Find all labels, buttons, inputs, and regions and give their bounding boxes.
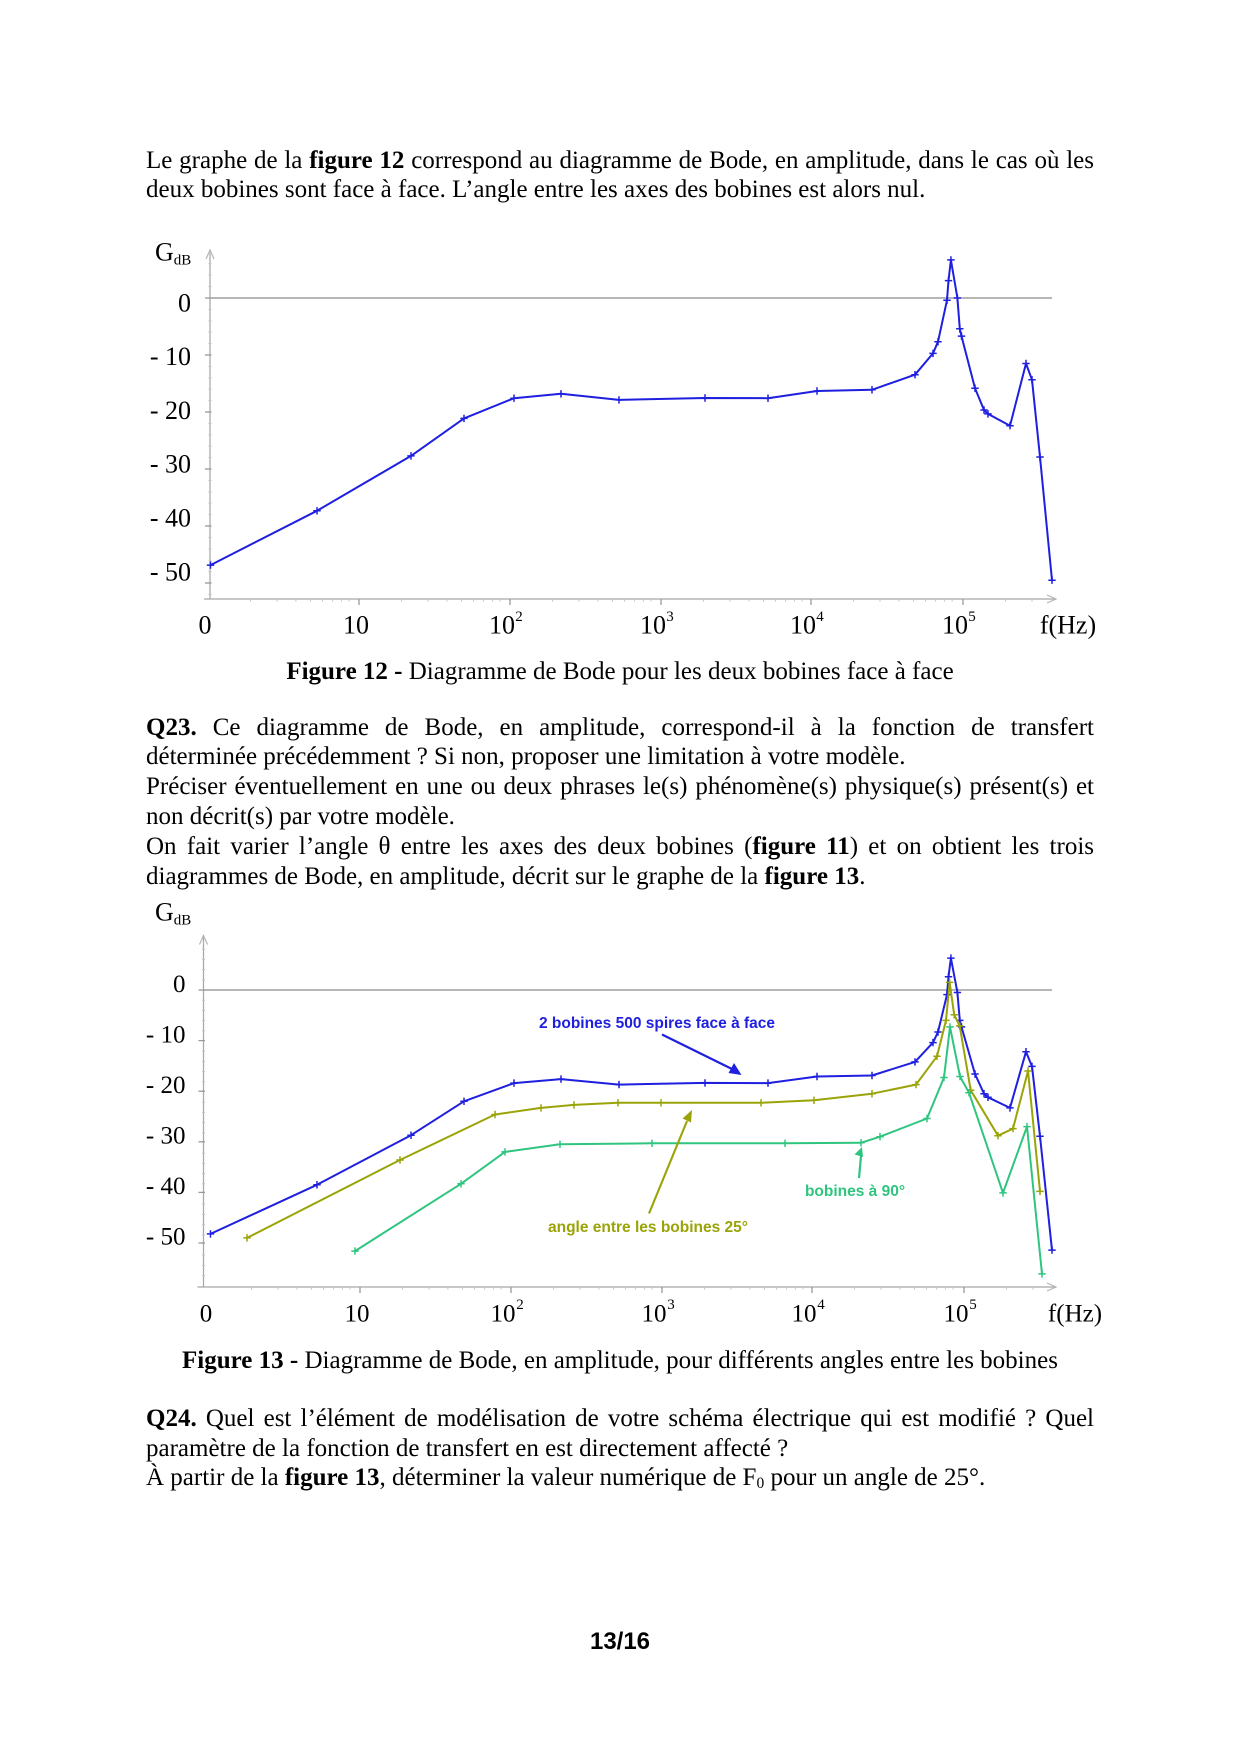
svg-text:- 30: - 30 xyxy=(150,450,191,479)
svg-text:0: 0 xyxy=(178,288,191,317)
svg-text:10: 10 xyxy=(345,1301,370,1328)
svg-text:2: 2 xyxy=(516,1297,524,1313)
svg-text:4: 4 xyxy=(816,609,824,625)
svg-text:- 40: - 40 xyxy=(150,504,191,533)
svg-text:- 20: - 20 xyxy=(150,396,191,425)
svg-text:0: 0 xyxy=(200,1301,213,1328)
svg-text:bobines à 90°: bobines à 90° xyxy=(805,1183,905,1200)
svg-text:10: 10 xyxy=(642,1301,667,1328)
svg-text:- 10: - 10 xyxy=(150,342,191,371)
svg-text:0: 0 xyxy=(173,971,186,998)
svg-text:- 50: - 50 xyxy=(146,1224,186,1251)
svg-text:10: 10 xyxy=(790,611,816,640)
svg-text:0: 0 xyxy=(199,611,212,640)
svg-text:- 10: - 10 xyxy=(146,1022,186,1049)
svg-text:5: 5 xyxy=(968,609,976,625)
svg-text:- 30: - 30 xyxy=(146,1123,186,1150)
svg-text:2: 2 xyxy=(515,609,523,625)
svg-text:5: 5 xyxy=(969,1297,977,1313)
svg-text:3: 3 xyxy=(667,1297,675,1313)
svg-text:10: 10 xyxy=(942,611,968,640)
svg-text:10: 10 xyxy=(944,1301,969,1328)
svg-text:f(Hz): f(Hz) xyxy=(1048,1301,1102,1328)
svg-text:- 50: - 50 xyxy=(150,557,191,586)
svg-text:4: 4 xyxy=(817,1297,825,1313)
svg-text:- 40: - 40 xyxy=(146,1173,186,1200)
svg-text:3: 3 xyxy=(666,609,674,625)
svg-text:10: 10 xyxy=(792,1301,817,1328)
svg-text:angle entre les bobines 25°: angle entre les bobines 25° xyxy=(548,1219,748,1236)
svg-text:2 bobines 500 spires face à fa: 2 bobines 500 spires face à face xyxy=(539,1015,775,1032)
svg-text:f(Hz): f(Hz) xyxy=(1040,611,1096,640)
svg-text:10: 10 xyxy=(489,611,515,640)
svg-text:10: 10 xyxy=(640,611,666,640)
svg-text:- 20: - 20 xyxy=(146,1072,186,1099)
svg-text:GdB: GdB xyxy=(155,238,191,269)
svg-text:10: 10 xyxy=(343,611,369,640)
svg-text:10: 10 xyxy=(491,1301,516,1328)
svg-text:GdB: GdB xyxy=(155,898,191,929)
